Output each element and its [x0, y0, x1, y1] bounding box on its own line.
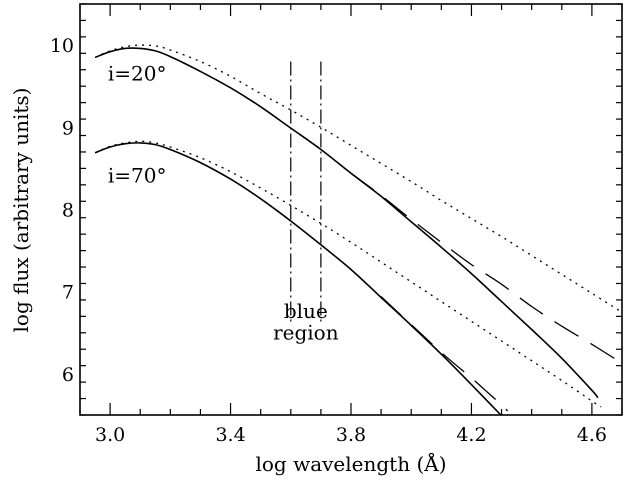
x-tick-label: 4.6 — [577, 424, 607, 446]
y-tick-label: 9 — [62, 117, 74, 139]
y-axis-label: log flux (arbitrary units) — [9, 88, 33, 333]
series-i70-dashed — [380, 296, 509, 412]
y-tick-label: 10 — [50, 35, 74, 57]
series-layer — [94, 44, 622, 415]
series-i20-dashed — [350, 172, 622, 364]
annotation-label: i=70° — [108, 163, 167, 187]
x-tick-label: 4.2 — [456, 424, 486, 446]
y-tick-label: 7 — [62, 282, 74, 304]
y-tick-label: 8 — [62, 200, 74, 222]
x-tick-label: 3.0 — [95, 424, 125, 446]
annotation-label: i=20° — [108, 61, 167, 85]
series-i20-solid — [94, 47, 599, 399]
series-i20-dotted — [94, 44, 622, 313]
annotation-label: blue — [284, 299, 328, 323]
x-tick-label: 3.8 — [336, 424, 366, 446]
annotation-label: region — [273, 320, 339, 344]
tick-layer: 3.0 3.4 3.8 4.2 4.6 6 7 8 9 10 — [50, 3, 623, 446]
marker-layer — [290, 61, 322, 325]
x-axis-label: log wavelength (Å) — [255, 451, 446, 476]
y-tick-label: 6 — [62, 364, 74, 386]
x-tick-label: 3.4 — [215, 424, 245, 446]
series-i70-solid — [94, 142, 502, 415]
series-i70-dotted — [94, 140, 602, 408]
